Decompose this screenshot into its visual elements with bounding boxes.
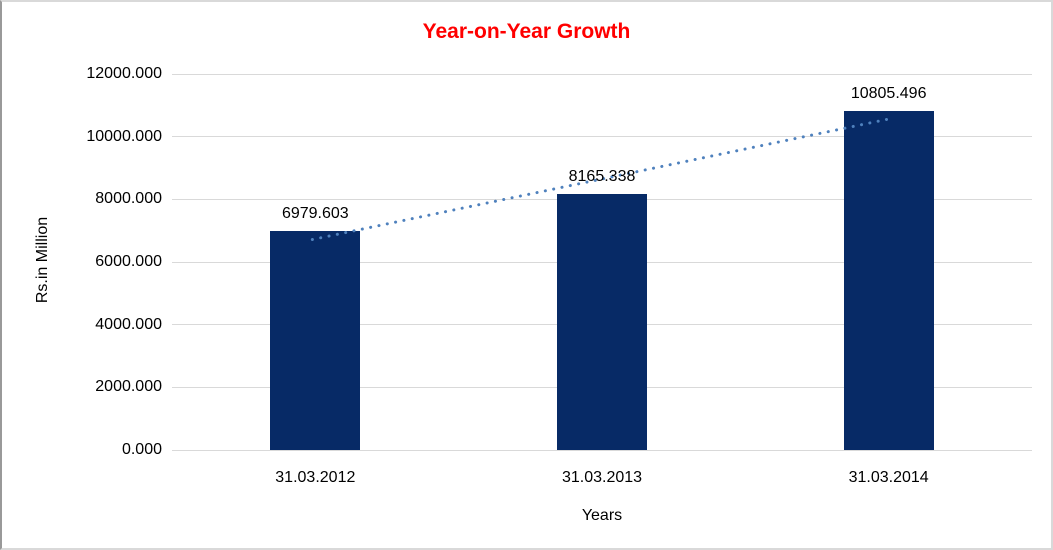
- bar: [557, 194, 647, 450]
- bar: [270, 231, 361, 450]
- y-tick-label: 0.000: [121, 441, 162, 458]
- bar-data-label: 6979.603: [281, 205, 349, 223]
- bar-data-label: 8165.338: [568, 168, 636, 186]
- y-tick-label: 10000.000: [86, 127, 162, 145]
- y-tick-label: 8000.000: [95, 190, 162, 208]
- gridline: [172, 73, 1032, 75]
- bar-data-label: 10805.496: [850, 85, 927, 103]
- x-tick-label: 31.03.2013: [561, 469, 643, 486]
- x-tick-label: 31.03.2014: [848, 469, 929, 486]
- x-tick-label: 31.03.2012: [275, 469, 356, 486]
- bar: [843, 111, 934, 450]
- y-tick-label: 6000.000: [95, 253, 162, 270]
- y-tick-label: 12000.000: [86, 65, 162, 82]
- y-tick-label: 4000.000: [95, 315, 162, 333]
- x-axis-title: Years: [581, 507, 623, 524]
- gridline: [172, 449, 1032, 451]
- y-tick-label: 2000.000: [95, 378, 162, 396]
- chart-title: Year-on-Year Growth: [422, 20, 631, 43]
